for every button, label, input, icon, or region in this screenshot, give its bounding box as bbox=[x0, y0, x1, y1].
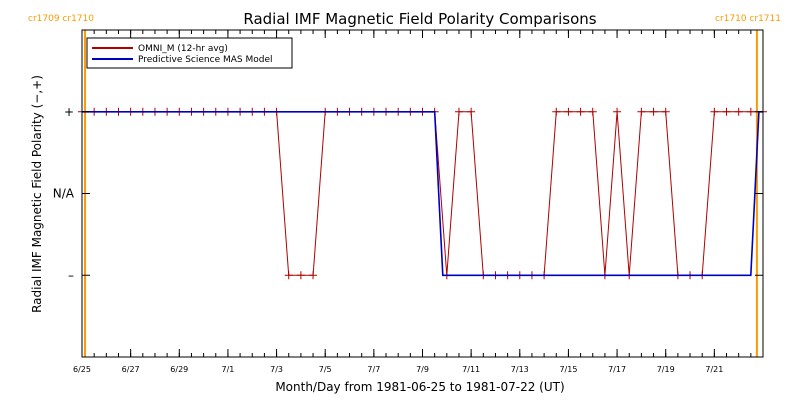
carrington-labels: cr1709 cr1710 cr1710 cr1711 bbox=[28, 14, 781, 24]
y-tick-label: + bbox=[64, 105, 74, 119]
carrington-marker-label: cr1710 cr1711 bbox=[715, 14, 781, 24]
data-point bbox=[564, 107, 573, 116]
data-point bbox=[661, 107, 670, 116]
data-point bbox=[576, 107, 585, 116]
x-tick-label: 7/7 bbox=[367, 365, 380, 374]
data-point bbox=[284, 271, 293, 280]
data-point bbox=[637, 107, 646, 116]
y-axis-ticks: + N/A – bbox=[53, 105, 763, 282]
x-axis-ticks: 6/25 6/27 6/29 7/1 7/3 7/5 7/7 7/9 7/11 7/13 7/15 7… bbox=[73, 30, 764, 374]
x-tick-label: 7/1 bbox=[221, 365, 234, 374]
x-tick-label: 6/25 bbox=[73, 365, 91, 374]
legend-items: OMNI_M (12-hr avg)Predictive Science MAS… bbox=[92, 44, 273, 65]
x-axis-label: Month/Day from 1981-06-25 to 1981-07-22 … bbox=[275, 380, 564, 394]
data-point bbox=[309, 271, 318, 280]
data-point bbox=[296, 271, 305, 280]
data-point bbox=[710, 107, 719, 116]
legend-label: OMNI_M (12-hr avg) bbox=[138, 44, 228, 54]
series-line-mas-model bbox=[82, 111, 763, 277]
y-tick-label: – bbox=[68, 268, 74, 282]
legend: OMNI_M (12-hr avg)Predictive Science MAS… bbox=[86, 37, 293, 69]
y-tick-label: N/A bbox=[53, 187, 75, 201]
data-point bbox=[722, 107, 731, 116]
x-tick-label: 7/15 bbox=[559, 365, 577, 374]
data-point bbox=[467, 107, 476, 116]
data-point bbox=[552, 107, 561, 116]
x-tick-label: 7/13 bbox=[511, 365, 529, 374]
x-tick-label: 7/9 bbox=[416, 365, 429, 374]
x-tick-label: 6/27 bbox=[122, 365, 140, 374]
x-tick-label: 7/19 bbox=[657, 365, 675, 374]
y-axis-label: Radial IMF Magnetic Field Polarity (−,+) bbox=[30, 75, 44, 313]
data-point bbox=[649, 107, 658, 116]
data-point bbox=[734, 107, 743, 116]
data-point bbox=[746, 107, 755, 116]
x-tick-label: 7/5 bbox=[319, 365, 332, 374]
legend-box bbox=[86, 37, 293, 69]
x-tick-label: 7/11 bbox=[462, 365, 480, 374]
data-point bbox=[588, 107, 597, 116]
data-point bbox=[613, 107, 622, 116]
x-tick-label: 6/29 bbox=[170, 365, 188, 374]
x-tick-label: 7/21 bbox=[705, 365, 723, 374]
x-tick-label: 7/17 bbox=[608, 365, 626, 374]
chart-title: Radial IMF Magnetic Field Polarity Compa… bbox=[243, 10, 596, 28]
data-point bbox=[454, 107, 463, 116]
carrington-marker-label: cr1709 cr1710 bbox=[28, 14, 94, 24]
x-tick-label: 7/3 bbox=[270, 365, 283, 374]
legend-label: Predictive Science MAS Model bbox=[138, 55, 273, 65]
